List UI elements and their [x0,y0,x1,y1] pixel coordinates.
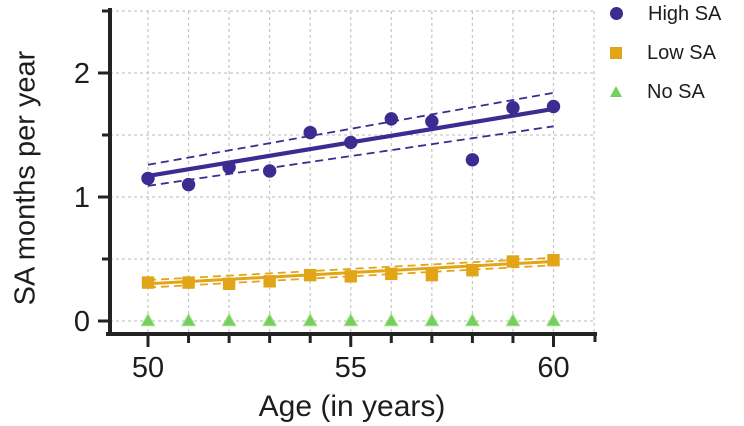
no-sa-data-point [221,312,237,327]
low-sa-square-icon [610,46,622,59]
high-sa-ci-line [147,125,554,187]
axes [98,8,597,347]
high-sa-data-point [222,160,236,174]
x-tick-label: 55 [335,352,367,384]
series-no-sa [140,312,561,327]
legend-label-high-sa: High SA [648,2,722,25]
x-tick-label: 50 [132,352,164,384]
legend-item-low-sa: Low SA [610,33,721,72]
low-sa-data-point [547,254,560,267]
high-sa-data-point [425,114,439,129]
legend-item-high-sa: High SA [610,0,721,33]
high-sa-data-point [141,171,155,186]
high-sa-data-point [262,164,277,178]
y-axis-title: SA months per year [9,50,42,306]
y-tick-label: 2 [74,58,90,90]
low-sa-ci-line [147,264,554,289]
series-low-sa [141,254,560,290]
low-sa-data-point [141,276,155,289]
legend: High SA Low SA No SA [610,0,721,111]
x-tick-label: 60 [537,352,569,384]
high-sa-data-point [506,101,520,115]
high-sa-circle-icon [610,7,623,20]
legend-label-low-sa: Low SA [647,41,716,64]
high-sa-data-point [344,135,358,150]
series-high-sa [141,91,561,192]
y-tick-label: 0 [74,306,90,338]
no-sa-data-point [464,312,480,327]
high-sa-data-point [181,177,196,192]
low-sa-data-point [506,255,520,268]
no-sa-data-point [424,312,440,327]
no-sa-data-point [505,312,521,327]
low-sa-data-point [466,263,479,277]
no-sa-data-point [302,312,318,327]
x-axis-title: Age (in years) [258,390,446,423]
high-sa-data-point [303,125,317,140]
legend-label-no-sa: No SA [647,80,705,103]
low-sa-data-point [385,267,398,281]
high-sa-data-point [465,153,480,167]
low-sa-data-point [263,275,276,288]
high-sa-data-point [384,112,398,126]
tick-labels: 0 1 2 50 55 60 [74,58,570,384]
y-tick-label: 1 [74,182,90,214]
no-sa-data-point [343,312,359,327]
low-sa-data-point [304,268,317,282]
no-sa-data-point [140,312,156,327]
low-sa-data-point [344,270,357,283]
low-sa-data-point [222,277,236,290]
no-sa-data-point [181,312,197,327]
no-sa-data-point [383,312,399,327]
high-sa-ci-line [147,91,554,166]
legend-item-no-sa: No SA [610,72,721,111]
no-sa-data-point [546,312,561,327]
high-sa-data-point [546,99,561,114]
low-sa-ci-line [147,256,554,281]
no-sa-triangle-icon [610,86,622,97]
no-sa-data-point [262,312,278,327]
low-sa-data-point [425,268,439,282]
low-sa-data-point [182,276,195,289]
